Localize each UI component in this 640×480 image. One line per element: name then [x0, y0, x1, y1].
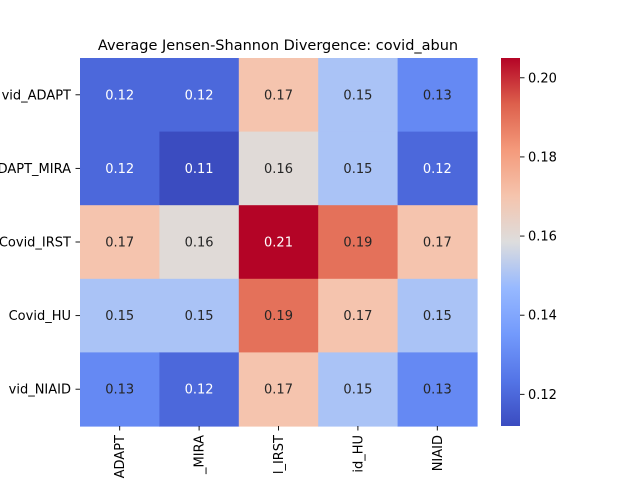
heatmap-cell	[318, 352, 399, 427]
cell-annotation: 0.17	[105, 236, 134, 251]
cell-annotation: 0.17	[264, 383, 293, 398]
cell-annotation: 0.15	[105, 309, 134, 324]
heatmap-cell	[318, 58, 399, 133]
heatmap-cell	[318, 278, 399, 353]
y-tick-label: vid_NIAID	[9, 383, 71, 398]
heatmap-cell	[238, 278, 319, 353]
heatmap-cell	[159, 205, 240, 280]
heatmap-cell	[238, 352, 319, 427]
chart-title: Average Jensen-Shannon Divergence: covid…	[98, 38, 458, 54]
heatmap-cell	[159, 352, 240, 427]
colorbar-tick-label: 0.18	[528, 150, 557, 165]
cell-annotation: 0.15	[343, 383, 372, 398]
heatmap-cells	[80, 58, 478, 427]
cell-annotations: 0.12 0.12 0.17 0.15 0.13 0.12 0.11 0.16 0.15 0.12…	[105, 88, 452, 397]
y-tick-label: vid_ADAPT	[2, 88, 71, 103]
heatmap-cell	[159, 278, 240, 353]
cell-annotation: 0.16	[185, 236, 214, 251]
colorbar-tick-label: 0.20	[528, 71, 557, 86]
cell-annotation: 0.21	[264, 236, 293, 251]
x-tick-label: NIAID	[431, 435, 446, 471]
y-tick-label: DAPT_MIRA	[0, 162, 71, 177]
heatmap-cell	[80, 205, 160, 280]
heatmap-cell	[397, 131, 478, 206]
heatmap-cell	[80, 278, 160, 353]
cell-annotation: 0.11	[185, 162, 214, 177]
heatmap-cell	[238, 58, 319, 133]
cell-annotation: 0.12	[105, 162, 134, 177]
heatmap-cell	[397, 58, 478, 133]
cell-annotation: 0.17	[264, 88, 293, 103]
cell-annotation: 0.17	[343, 309, 372, 324]
cell-annotation: 0.15	[343, 88, 372, 103]
y-tick-label: Covid_IRST	[0, 236, 71, 251]
heatmap-cell	[397, 352, 478, 427]
heatmap-cell	[238, 205, 319, 280]
heatmap-cell	[318, 131, 399, 206]
x-tick-label: ADAPT	[113, 435, 128, 478]
cell-annotation: 0.13	[105, 383, 134, 398]
y-axis: vid_ADAPT DAPT_MIRA Covid_IRST Covid_HU vid_…	[0, 88, 80, 398]
colorbar-axis: 0.12 0.14 0.16 0.18 0.20	[520, 71, 557, 403]
cell-annotation: 0.19	[343, 236, 372, 251]
colorbar-tick-label: 0.16	[528, 230, 557, 245]
x-axis: ADAPT _MIRA l_IRST id_HU NIAID	[113, 426, 446, 478]
cell-annotation: 0.13	[423, 88, 452, 103]
cell-annotation: 0.12	[423, 162, 452, 177]
x-tick-label: l_IRST	[272, 435, 287, 474]
cell-annotation: 0.17	[423, 236, 452, 251]
heatmap-cell	[397, 278, 478, 353]
colorbar	[501, 58, 520, 426]
heatmap-cell	[397, 205, 478, 280]
colorbar-tick-label: 0.14	[528, 309, 557, 324]
cell-annotation: 0.19	[264, 309, 293, 324]
cell-annotation: 0.15	[343, 162, 372, 177]
heatmap-cell	[80, 131, 160, 206]
cell-annotation: 0.16	[264, 162, 293, 177]
cell-annotation: 0.15	[185, 309, 214, 324]
cell-annotation: 0.12	[185, 88, 214, 103]
x-tick-label: _MIRA	[193, 435, 208, 475]
cell-annotation: 0.12	[185, 383, 214, 398]
colorbar-tick-label: 0.12	[528, 388, 557, 403]
heatmap-cell	[159, 131, 240, 206]
heatmap-cell	[318, 205, 399, 280]
y-tick-label: Covid_HU	[9, 309, 71, 324]
heatmap-cell	[80, 352, 160, 427]
cell-annotation: 0.12	[105, 88, 134, 103]
cell-annotation: 0.15	[423, 309, 452, 324]
heatmap-cell	[80, 58, 160, 133]
heatmap-cell	[159, 58, 240, 133]
cell-annotation: 0.13	[423, 383, 452, 398]
heatmap-cell	[238, 131, 319, 206]
x-tick-label: id_HU	[351, 435, 366, 473]
